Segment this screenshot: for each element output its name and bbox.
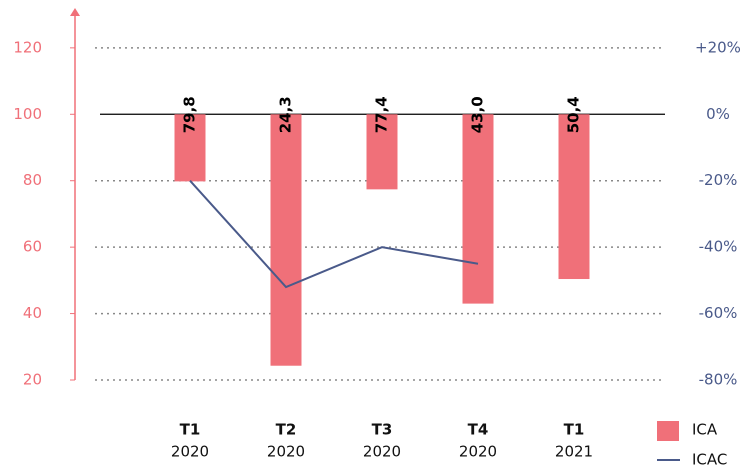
y2-tick-label: -60% [699,304,738,322]
x-tick-label: 2021 [555,443,593,461]
bar [366,114,398,190]
x-tick-label: T4 [468,421,489,439]
bar [462,114,494,304]
value-label: 77,4 [373,96,391,133]
value-label: 79,8 [181,96,199,133]
value-label: 43,0 [469,96,487,133]
y-tick-label: 40 [23,304,42,322]
value-label: 50,4 [565,96,583,133]
y-tick-label: 120 [13,38,42,56]
y-axis-arrow [70,8,80,16]
y-tick-label: 80 [23,171,42,189]
y2-tick-label: -20% [699,171,738,189]
y2-tick-label: -40% [699,238,738,256]
value-label: 24,3 [277,96,295,133]
y-tick-label: 60 [23,238,42,256]
x-tick-label: 2020 [459,443,497,461]
legend-swatch [657,421,679,441]
y2-tick-label: +20% [695,38,740,56]
bar [270,114,302,366]
x-tick-label: T1 [180,421,201,439]
legend-label: ICAC [692,451,727,469]
bar [558,114,590,280]
x-tick-label: T1 [564,421,585,439]
x-tick-label: T2 [276,421,297,439]
x-tick-label: T3 [372,421,393,439]
y2-tick-label: 0% [706,105,730,123]
x-tick-label: 2020 [267,443,305,461]
y-tick-label: 20 [23,371,42,389]
bar [174,114,206,182]
x-tick-label: 2020 [171,443,209,461]
x-tick-label: 2020 [363,443,401,461]
y2-tick-label: -80% [699,371,738,389]
y-tick-label: 100 [13,105,42,123]
legend-label: ICA [692,421,718,439]
line-series [189,180,479,289]
